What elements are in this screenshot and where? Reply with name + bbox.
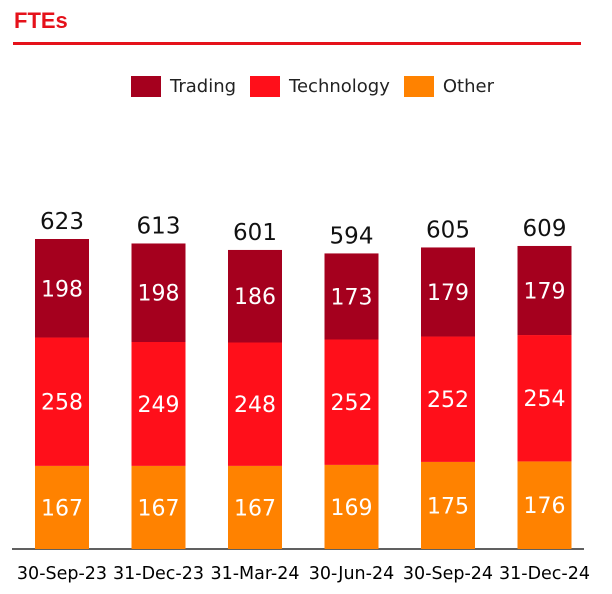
x-tick-label: 30-Sep-24 xyxy=(403,564,493,584)
data-label-technology: 254 xyxy=(524,387,566,412)
data-label-trading: 179 xyxy=(427,281,469,306)
legend-swatch-technology xyxy=(250,76,281,97)
data-label-other: 176 xyxy=(524,494,566,519)
data-label-trading: 198 xyxy=(138,282,180,307)
bar-other xyxy=(421,461,475,549)
bar-other xyxy=(131,465,186,549)
title-rule xyxy=(13,42,581,45)
bar-other xyxy=(35,465,89,549)
total-label: 601 xyxy=(233,220,277,246)
data-label-other: 167 xyxy=(138,496,180,521)
data-label-trading: 179 xyxy=(524,280,566,305)
legend-item-technology: Technology xyxy=(250,76,390,97)
data-label-other: 169 xyxy=(331,496,373,521)
legend-label-trading: Trading xyxy=(170,76,237,97)
bar-technology xyxy=(228,342,282,466)
bar-technology xyxy=(131,342,186,466)
bar-trading xyxy=(35,239,89,338)
legend-swatch-other xyxy=(403,76,434,97)
bar-other xyxy=(228,465,282,549)
bar-technology xyxy=(35,337,89,466)
bar-technology xyxy=(324,339,379,465)
bar-trading xyxy=(421,247,475,337)
total-label: 623 xyxy=(40,209,84,235)
legend: Trading Technology Other xyxy=(131,76,508,97)
data-label-other: 175 xyxy=(427,494,469,519)
chart-title: FTEs xyxy=(14,8,68,33)
total-label: 613 xyxy=(137,213,181,239)
legend-swatch-trading xyxy=(131,76,161,97)
x-tick-label: 31-Dec-23 xyxy=(113,564,204,584)
legend-label-technology: Technology xyxy=(289,76,390,97)
bar-technology xyxy=(421,336,475,462)
bar-other xyxy=(324,464,379,549)
data-label-technology: 252 xyxy=(427,388,469,413)
data-label-technology: 249 xyxy=(138,393,180,418)
bar-other xyxy=(517,461,572,549)
total-label: 605 xyxy=(426,217,470,243)
data-label-technology: 248 xyxy=(234,393,276,418)
data-label-trading: 173 xyxy=(331,285,373,310)
data-label-trading: 186 xyxy=(234,285,276,310)
legend-item-other: Other xyxy=(403,76,494,97)
data-label-technology: 258 xyxy=(41,391,83,416)
total-label: 594 xyxy=(330,223,374,249)
legend-label-other: Other xyxy=(442,76,494,97)
bar-trading xyxy=(324,253,379,340)
data-label-technology: 252 xyxy=(331,391,373,416)
total-label: 609 xyxy=(523,216,567,242)
x-tick-label: 31-Dec-24 xyxy=(499,564,590,584)
bar-technology xyxy=(517,335,572,462)
legend-item-trading: Trading xyxy=(131,76,236,97)
x-tick-label: 31-Mar-24 xyxy=(210,564,299,584)
bar-trading xyxy=(228,249,282,343)
data-label-other: 167 xyxy=(41,496,83,521)
bar-trading xyxy=(131,243,186,343)
x-tick-label: 30-Sep-23 xyxy=(17,564,107,584)
data-label-trading: 198 xyxy=(41,277,83,302)
bar-trading xyxy=(517,245,572,336)
data-label-other: 167 xyxy=(234,496,276,521)
x-tick-label: 30-Jun-24 xyxy=(309,564,394,584)
